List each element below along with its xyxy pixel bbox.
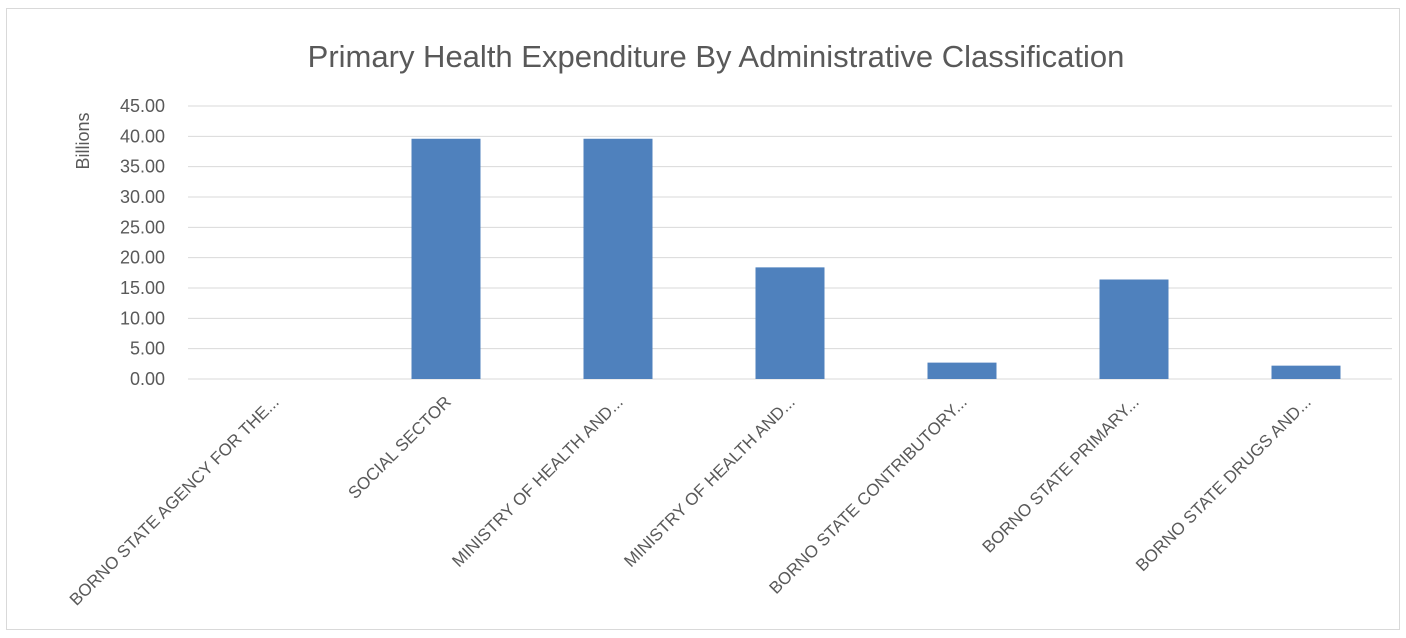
category-label: SOCIAL SECTOR — [345, 392, 455, 502]
category-label: BORNO STATE PRIMARY... — [979, 392, 1143, 556]
y-axis-label: Billions — [73, 112, 93, 169]
y-tick-label: 45.00 — [120, 96, 165, 116]
category-label: BORNO STATE DRUGS AND... — [1132, 392, 1315, 575]
category-label: BORNO STATE AGENCY FOR THE... — [66, 392, 283, 609]
category-label: MINISTRY OF HEALTH AND... — [620, 392, 798, 570]
gridlines — [188, 105, 1392, 380]
bar — [411, 138, 481, 379]
category-label: MINISTRY OF HEALTH AND... — [448, 392, 626, 570]
y-tick-label: 25.00 — [120, 217, 165, 237]
y-tick-label: 0.00 — [130, 369, 165, 389]
y-tick-label: 30.00 — [120, 187, 165, 207]
y-tick-label: 35.00 — [120, 157, 165, 177]
y-tick-labels: 0.00 5.00 10.00 15.00 20.00 25.00 30.00 35.00 40… — [120, 96, 165, 389]
y-tick-label: 20.00 — [120, 248, 165, 268]
bar — [1099, 279, 1169, 379]
y-tick-label: 5.00 — [130, 339, 165, 359]
bar — [755, 267, 825, 379]
bars — [411, 138, 1341, 379]
y-tick-label: 15.00 — [120, 278, 165, 298]
bar — [583, 138, 653, 379]
chart-title: Primary Health Expenditure By Administra… — [308, 39, 1125, 74]
y-tick-label: 40.00 — [120, 126, 165, 146]
category-labels: BORNO STATE AGENCY FOR THE... SOCIAL SECT… — [66, 392, 1315, 609]
bar — [927, 362, 997, 379]
bar — [1271, 365, 1341, 379]
y-tick-label: 10.00 — [120, 308, 165, 328]
category-label: BORNO STATE CONTRIBUTORY... — [765, 392, 970, 597]
